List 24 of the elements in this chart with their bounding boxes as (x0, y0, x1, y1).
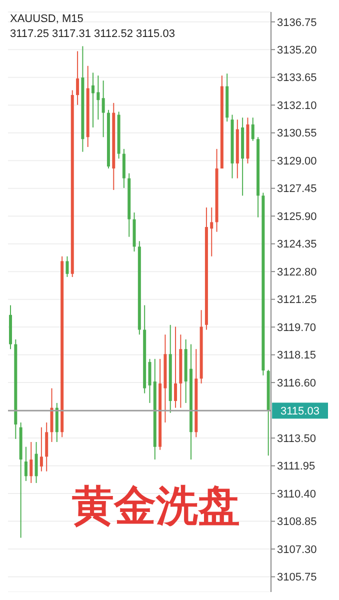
y-tick-label: 3125.90 (277, 210, 317, 223)
text: 3117.25 3117.31 3112.52 3115.03 (10, 27, 175, 42)
y-tick-label: 3130.55 (277, 128, 317, 140)
y-tick-label: 3107.30 (277, 544, 317, 556)
y-tick-label: 3118.15 (277, 350, 316, 362)
y-tick-label: 3133.65 (277, 72, 317, 84)
y-tick-label: 3116.60 (277, 377, 316, 390)
y-tick-label: 3119.70 (277, 322, 316, 334)
y-tick-label: 3129.00 (277, 155, 317, 168)
y-tick-label: 3108.85 (277, 516, 317, 528)
y-tick-label: 3121.25 (277, 294, 317, 306)
y-tick-label: 3124.35 (277, 238, 317, 251)
y-tick-label: 3105.75 (277, 572, 317, 584)
y-tick-label: 3111.95 (277, 460, 316, 473)
chart-title: XAUUSD, M15 (10, 12, 84, 27)
y-tick-label: 3132.10 (277, 100, 317, 112)
y-tick-label: 3127.45 (277, 183, 317, 196)
y-tick-label: 3110.40 (277, 488, 316, 500)
y-tick-label: 3122.80 (277, 266, 317, 278)
annotation: 黄金洗盘 (72, 480, 240, 532)
y-tick-label: 3113.50 (277, 432, 316, 445)
y-tick-label: 3135.20 (277, 44, 317, 56)
ref-line-label: 3115.03 (280, 406, 320, 418)
y-tick-label: 3136.75 (277, 16, 317, 29)
